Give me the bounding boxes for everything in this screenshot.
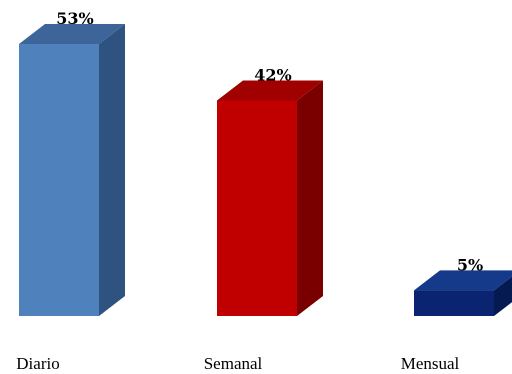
value-label-mensual: 5% [457,255,483,274]
bar-front-diario [19,44,99,316]
category-labels-group: Diario Semanal Mensual [16,354,459,373]
bar-side-semanal [297,80,323,317]
category-label-diario: Diario [16,354,59,373]
bar-side-mensual [494,276,512,316]
bars-group [19,24,512,317]
bar-diario [19,24,125,316]
value-labels-group: 53% 42% 5% [56,9,483,274]
bar-side-diario [99,24,125,316]
bar-top-semanal [217,80,323,101]
bar-mensual [414,270,512,316]
value-label-diario: 53% [56,9,93,28]
bar-semanal [217,80,323,317]
category-label-mensual: Mensual [401,354,460,373]
category-label-semanal: Semanal [204,354,263,373]
bar-top-diario [19,24,125,44]
bar-front-mensual [414,290,494,316]
bar-front-semanal [217,100,297,317]
value-label-semanal: 42% [254,65,291,84]
bar-top-mensual [414,270,512,291]
